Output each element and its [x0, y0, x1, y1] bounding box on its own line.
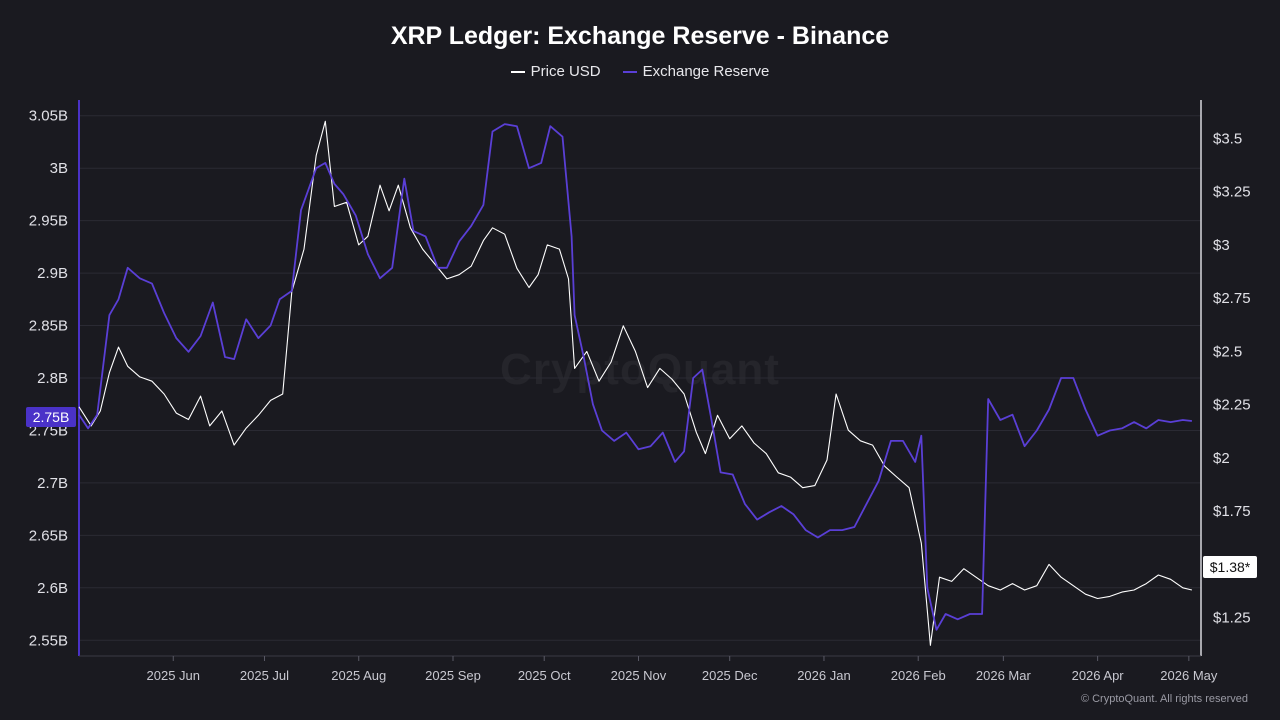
- x-tick-label: 2025 Jun: [147, 668, 201, 683]
- x-tick-label: 2025 Jul: [240, 668, 289, 683]
- x-tick-label: 2025 Dec: [702, 668, 758, 683]
- legend-item-price[interactable]: Price USD: [510, 63, 601, 80]
- left-tick-label: 2.8B: [37, 370, 68, 387]
- x-tick-label: 2025 Sep: [425, 668, 481, 683]
- left-tick-label: 2.95B: [29, 213, 68, 230]
- right-axis-ticks: $3.5$3.25$3$2.75$2.5$2.25$2$1.75$1.5$1.2…: [1213, 130, 1251, 626]
- grid-lines: [79, 115, 1201, 641]
- series-line-exchange-reserve: [78, 123, 1192, 631]
- legend-swatch-reserve: [622, 70, 637, 73]
- chart-title: XRP Ledger: Exchange Reserve - Binance: [390, 22, 890, 50]
- x-axis-ticks: 2025 Jun 2025 Jul 2025 Aug 2025 Sep 2025 Oct…: [147, 656, 1218, 683]
- right-tick-label: $2: [1213, 450, 1230, 467]
- x-tick-label: 2026 Jan: [797, 668, 851, 683]
- price-current-badge: $1.38*: [1203, 556, 1257, 578]
- x-tick-label: 2025 Aug: [331, 668, 386, 683]
- left-axis-ticks: 3.05B3B2.95B2.9B2.85B2.8B2.75B2.7B2.65B2…: [29, 108, 68, 650]
- legend-label-price: Price USD: [530, 63, 601, 80]
- right-tick-label: $3.5: [1213, 130, 1242, 147]
- x-tick-label: 2026 May: [1160, 668, 1218, 683]
- legend: Price USD Exchange Reserve: [0, 63, 1280, 80]
- left-tick-label: 2.85B: [29, 318, 68, 335]
- x-tick-label: 2026 Mar: [976, 668, 1032, 683]
- left-tick-label: 3.05B: [29, 108, 68, 125]
- legend-swatch-price: [510, 70, 525, 73]
- series-group: [78, 120, 1193, 646]
- left-tick-label: 2.65B: [29, 527, 68, 544]
- series-line-price: [78, 120, 1193, 646]
- left-tick-label: 2.7B: [37, 475, 68, 492]
- watermark-logo: CryptoQuant: [500, 345, 780, 394]
- right-tick-label: $2.75: [1213, 290, 1251, 307]
- reserve-current-badge: 2.75B: [26, 407, 76, 427]
- right-tick-label: $1.25: [1213, 610, 1251, 627]
- legend-item-reserve[interactable]: Exchange Reserve: [622, 63, 770, 80]
- right-tick-label: $3: [1213, 237, 1230, 254]
- left-tick-label: 3B: [50, 160, 68, 177]
- copyright-footer: © CryptoQuant. All rights reserved: [1080, 693, 1248, 705]
- left-tick-label: 2.55B: [29, 632, 68, 649]
- right-tick-label: $2.25: [1213, 397, 1251, 414]
- x-tick-label: 2026 Feb: [891, 668, 946, 683]
- right-tick-label: $3.25: [1213, 184, 1251, 201]
- right-tick-label: $2.5: [1213, 343, 1242, 360]
- x-tick-label: 2025 Oct: [518, 668, 571, 683]
- left-tick-label: 2.9B: [37, 265, 68, 282]
- x-tick-label: 2026 Apr: [1072, 668, 1125, 683]
- right-tick-label: $1.75: [1213, 503, 1251, 520]
- x-tick-label: 2025 Nov: [611, 668, 667, 683]
- left-tick-label: 2.6B: [37, 580, 68, 597]
- legend-label-reserve: Exchange Reserve: [642, 63, 770, 80]
